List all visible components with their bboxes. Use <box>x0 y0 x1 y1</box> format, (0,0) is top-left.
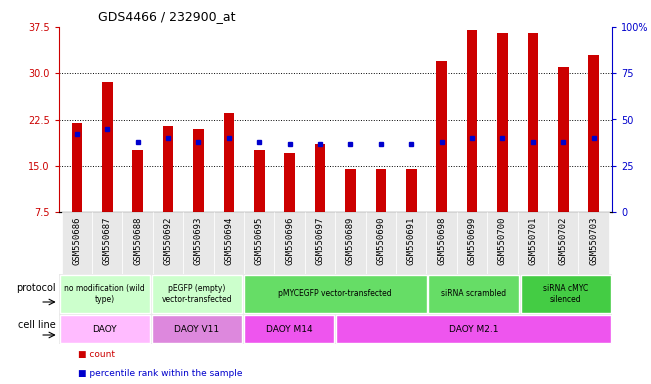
Text: DAOY: DAOY <box>92 324 117 333</box>
Bar <box>163 126 173 212</box>
Text: GSM550694: GSM550694 <box>225 217 233 265</box>
Bar <box>345 169 356 212</box>
Text: DAOY M14: DAOY M14 <box>266 324 312 333</box>
Text: cell line: cell line <box>18 319 55 329</box>
Bar <box>244 315 335 343</box>
Bar <box>497 33 508 212</box>
Text: GSM550686: GSM550686 <box>72 217 81 265</box>
Text: pMYCEGFP vector-transfected: pMYCEGFP vector-transfected <box>279 290 392 298</box>
Bar <box>284 154 295 212</box>
Bar <box>527 33 538 212</box>
Bar <box>521 275 611 313</box>
Text: GSM550688: GSM550688 <box>133 217 142 265</box>
Bar <box>488 212 518 274</box>
Bar <box>62 212 92 274</box>
Bar <box>223 113 234 212</box>
Text: ■ percentile rank within the sample: ■ percentile rank within the sample <box>78 369 243 379</box>
Bar <box>59 315 150 343</box>
Text: GDS4466 / 232900_at: GDS4466 / 232900_at <box>98 10 235 23</box>
Bar <box>426 212 457 274</box>
Bar <box>396 212 426 274</box>
Bar <box>275 212 305 274</box>
Bar <box>314 144 326 212</box>
Bar <box>436 61 447 212</box>
Bar <box>305 212 335 274</box>
Bar <box>518 212 548 274</box>
Bar <box>558 67 568 212</box>
Text: GSM550699: GSM550699 <box>467 217 477 265</box>
Bar <box>548 212 579 274</box>
Text: GSM550700: GSM550700 <box>498 217 507 265</box>
Bar <box>122 212 153 274</box>
Text: ■ count: ■ count <box>78 349 115 359</box>
Bar <box>183 212 214 274</box>
Text: pEGFP (empty)
vector-transfected: pEGFP (empty) vector-transfected <box>161 284 232 304</box>
Text: siRNA scrambled: siRNA scrambled <box>441 290 506 298</box>
Bar <box>132 150 143 212</box>
Bar <box>244 275 426 313</box>
Bar <box>59 275 150 313</box>
Bar <box>153 212 183 274</box>
Bar <box>457 212 488 274</box>
Text: DAOY M2.1: DAOY M2.1 <box>449 324 499 333</box>
Text: siRNA cMYC
silenced: siRNA cMYC silenced <box>543 284 589 304</box>
Text: GSM550695: GSM550695 <box>255 217 264 265</box>
Bar <box>336 315 611 343</box>
Text: GSM550689: GSM550689 <box>346 217 355 265</box>
Text: GSM550703: GSM550703 <box>589 217 598 265</box>
Text: GSM550690: GSM550690 <box>376 217 385 265</box>
Bar <box>193 129 204 212</box>
Bar <box>72 122 82 212</box>
Bar <box>254 150 264 212</box>
Bar <box>579 212 609 274</box>
Text: no modification (wild
type): no modification (wild type) <box>64 284 145 304</box>
Bar <box>152 315 242 343</box>
Bar <box>589 55 599 212</box>
Text: protocol: protocol <box>16 283 55 293</box>
Text: GSM550696: GSM550696 <box>285 217 294 265</box>
Bar <box>102 83 113 212</box>
Bar <box>366 212 396 274</box>
Text: GSM550702: GSM550702 <box>559 217 568 265</box>
Bar <box>428 275 519 313</box>
Bar <box>152 275 242 313</box>
Bar <box>406 169 417 212</box>
Bar <box>214 212 244 274</box>
Bar <box>376 169 386 212</box>
Text: GSM550691: GSM550691 <box>407 217 416 265</box>
Text: GSM550687: GSM550687 <box>103 217 112 265</box>
Text: GSM550692: GSM550692 <box>163 217 173 265</box>
Bar <box>467 30 477 212</box>
Bar <box>244 212 275 274</box>
Text: GSM550698: GSM550698 <box>437 217 446 265</box>
Text: DAOY V11: DAOY V11 <box>174 324 219 333</box>
Bar <box>335 212 366 274</box>
Text: GSM550693: GSM550693 <box>194 217 203 265</box>
Text: GSM550697: GSM550697 <box>316 217 325 265</box>
Bar <box>92 212 122 274</box>
Text: GSM550701: GSM550701 <box>529 217 537 265</box>
